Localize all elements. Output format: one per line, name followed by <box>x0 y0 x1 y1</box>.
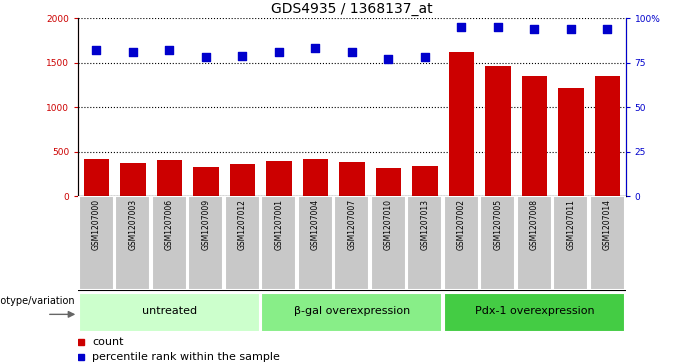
Text: GSM1207006: GSM1207006 <box>165 199 174 250</box>
Text: genotype/variation: genotype/variation <box>0 296 75 306</box>
FancyBboxPatch shape <box>554 196 588 290</box>
Text: β-gal overexpression: β-gal overexpression <box>294 306 410 316</box>
Bar <box>485 66 511 196</box>
Text: GSM1207005: GSM1207005 <box>494 199 503 250</box>
Text: GSM1207012: GSM1207012 <box>238 199 247 250</box>
Bar <box>412 166 438 196</box>
Point <box>201 54 211 60</box>
FancyBboxPatch shape <box>152 196 187 290</box>
Text: GSM1207000: GSM1207000 <box>92 199 101 250</box>
Point <box>565 26 576 32</box>
FancyBboxPatch shape <box>188 196 224 290</box>
Bar <box>303 159 328 196</box>
Title: GDS4935 / 1368137_at: GDS4935 / 1368137_at <box>271 2 432 16</box>
Point <box>273 49 284 55</box>
Bar <box>230 164 255 196</box>
Point <box>456 24 466 30</box>
FancyBboxPatch shape <box>79 196 114 290</box>
Text: GSM1207003: GSM1207003 <box>129 199 137 250</box>
Text: Pdx-1 overexpression: Pdx-1 overexpression <box>475 306 594 316</box>
FancyBboxPatch shape <box>444 293 625 332</box>
FancyBboxPatch shape <box>407 196 443 290</box>
Text: GSM1207011: GSM1207011 <box>566 199 575 250</box>
FancyBboxPatch shape <box>79 293 260 332</box>
Text: GSM1207008: GSM1207008 <box>530 199 539 250</box>
Bar <box>558 87 583 196</box>
Bar <box>266 161 292 196</box>
Text: GSM1207004: GSM1207004 <box>311 199 320 250</box>
Bar <box>449 52 474 196</box>
FancyBboxPatch shape <box>444 196 479 290</box>
Point <box>91 47 102 53</box>
FancyBboxPatch shape <box>335 196 369 290</box>
FancyBboxPatch shape <box>480 196 515 290</box>
Text: GSM1207001: GSM1207001 <box>275 199 284 250</box>
FancyBboxPatch shape <box>116 196 150 290</box>
FancyBboxPatch shape <box>261 196 296 290</box>
Bar <box>120 163 146 196</box>
Text: GSM1207014: GSM1207014 <box>603 199 612 250</box>
Text: GSM1207007: GSM1207007 <box>347 199 356 250</box>
FancyBboxPatch shape <box>298 196 333 290</box>
Point <box>420 54 430 60</box>
Point <box>602 26 613 32</box>
FancyBboxPatch shape <box>261 293 443 332</box>
Bar <box>594 76 620 196</box>
Bar <box>84 159 109 196</box>
Bar <box>375 168 401 196</box>
Point <box>383 56 394 62</box>
Bar <box>339 162 364 196</box>
Bar <box>193 167 219 196</box>
Text: GSM1207013: GSM1207013 <box>420 199 429 250</box>
FancyBboxPatch shape <box>517 196 552 290</box>
FancyBboxPatch shape <box>371 196 406 290</box>
Point <box>237 53 248 58</box>
Point <box>128 49 139 55</box>
Point <box>310 45 321 51</box>
Text: count: count <box>92 337 123 347</box>
Bar <box>156 160 182 196</box>
Point <box>492 24 503 30</box>
Text: GSM1207010: GSM1207010 <box>384 199 393 250</box>
Text: GSM1207002: GSM1207002 <box>457 199 466 250</box>
Point <box>164 47 175 53</box>
Bar <box>522 76 547 196</box>
Text: percentile rank within the sample: percentile rank within the sample <box>92 352 279 362</box>
FancyBboxPatch shape <box>590 196 625 290</box>
Text: untreated: untreated <box>142 306 197 316</box>
FancyBboxPatch shape <box>225 196 260 290</box>
Text: GSM1207009: GSM1207009 <box>201 199 210 250</box>
Point <box>346 49 357 55</box>
Point <box>529 26 540 32</box>
